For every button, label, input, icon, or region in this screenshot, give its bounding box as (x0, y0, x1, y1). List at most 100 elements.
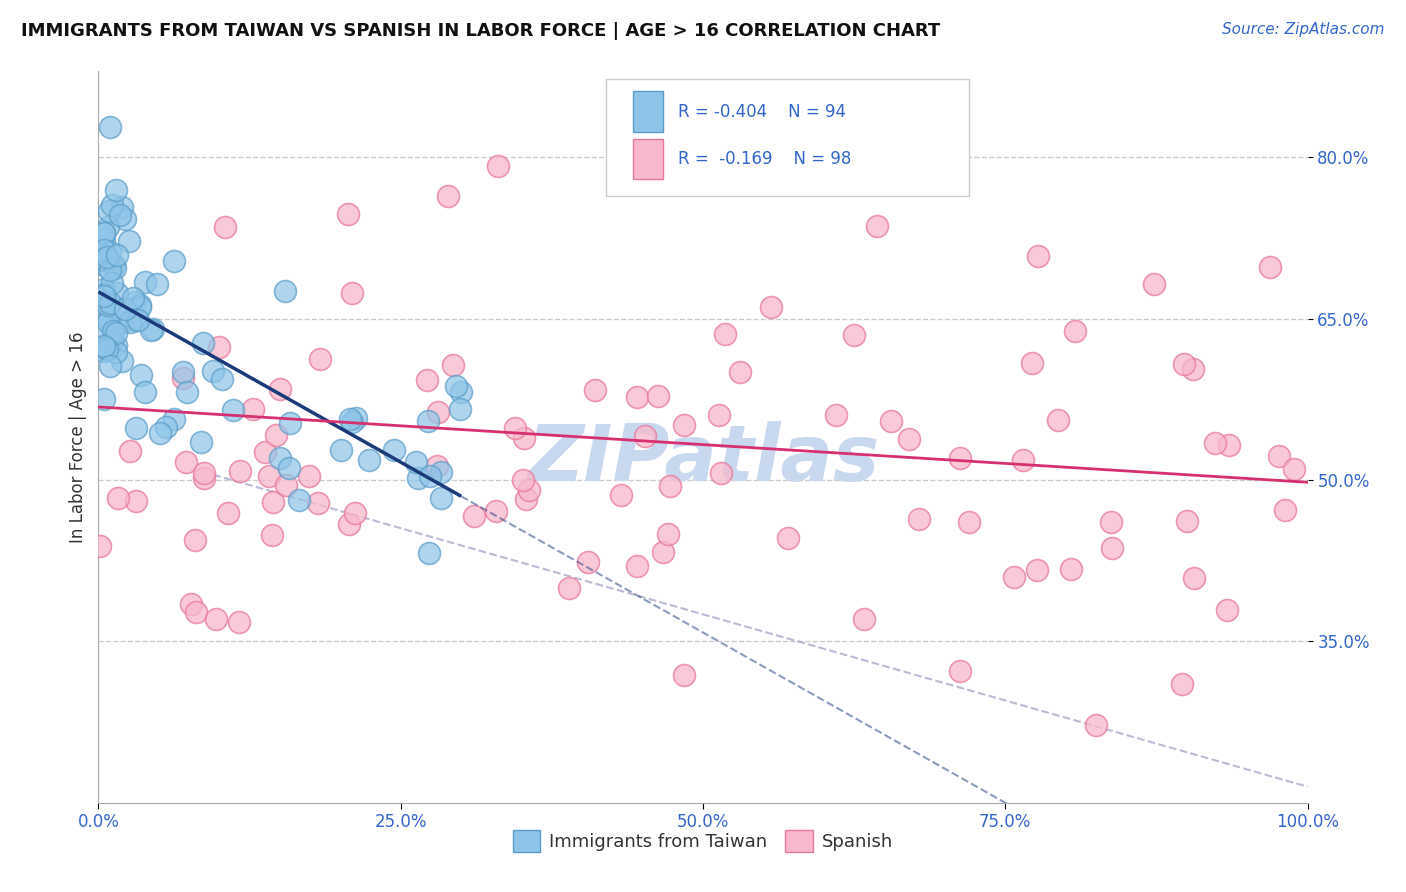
Point (339, 412, 361, 426)
Point (948, 450, 970, 465)
Point (714, 326, 737, 341)
Point (176, 385, 198, 400)
Point (93, 244, 115, 258)
Point (405, 455, 427, 469)
Point (139, 323, 162, 337)
Point (1004, 570, 1026, 584)
Point (190, 434, 212, 449)
Point (98, 359, 121, 373)
Point (436, 189, 458, 203)
Point (125, 421, 148, 435)
Point (426, 405, 449, 419)
Point (1021, 356, 1043, 370)
Bar (633, 139, 664, 179)
Point (269, 382, 291, 396)
Point (93, 282, 115, 296)
Point (269, 451, 291, 466)
Point (97, 203, 120, 218)
Point (98, 296, 121, 310)
Point (441, 358, 464, 372)
Point (122, 291, 145, 305)
Point (1284, 462, 1306, 476)
Point (709, 408, 731, 422)
Point (512, 474, 534, 488)
Point (852, 612, 875, 626)
Text: ZIPatlas: ZIPatlas (527, 421, 879, 497)
Point (879, 414, 901, 428)
Point (274, 478, 297, 492)
Point (111, 200, 134, 214)
Point (634, 429, 657, 443)
Point (513, 431, 536, 445)
Legend: Immigrants from Taiwan, Spanish: Immigrants from Taiwan, Spanish (506, 823, 900, 860)
Point (418, 546, 440, 560)
Point (1085, 718, 1108, 732)
Point (107, 491, 129, 505)
Point (626, 390, 648, 404)
Point (129, 298, 152, 312)
Point (503, 420, 526, 434)
Point (242, 402, 264, 417)
Point (609, 488, 631, 502)
Point (1204, 436, 1226, 450)
Point (96, 250, 118, 264)
Point (344, 411, 367, 425)
Point (382, 443, 405, 458)
Point (430, 465, 453, 479)
Point (93, 226, 115, 240)
Point (98, 245, 121, 260)
Point (759, 301, 782, 315)
Point (146, 277, 169, 292)
Point (142, 322, 165, 336)
Point (659, 479, 682, 493)
Point (449, 401, 471, 416)
Point (104, 261, 127, 276)
Point (949, 665, 972, 679)
Point (908, 512, 931, 526)
Point (842, 327, 865, 342)
Text: R = -0.404    N = 94: R = -0.404 N = 94 (678, 103, 845, 120)
Point (626, 559, 648, 574)
Point (217, 507, 239, 521)
Point (201, 364, 224, 378)
Text: Source: ZipAtlas.com: Source: ZipAtlas.com (1222, 22, 1385, 37)
Point (1046, 413, 1069, 427)
Point (406, 471, 429, 485)
Point (274, 284, 297, 298)
Point (657, 526, 679, 541)
Point (105, 285, 128, 300)
Point (1182, 571, 1205, 585)
Point (205, 611, 228, 625)
Point (93, 252, 115, 266)
Point (1060, 562, 1083, 576)
Point (1012, 452, 1035, 467)
Point (93, 232, 115, 246)
Point (278, 416, 301, 430)
Point (93, 252, 115, 267)
Point (172, 370, 194, 384)
Point (330, 442, 353, 457)
Point (1175, 515, 1198, 529)
Point (337, 516, 360, 531)
Point (444, 379, 467, 393)
Point (155, 419, 177, 434)
Point (673, 667, 696, 681)
Bar (633, 92, 664, 132)
Point (517, 483, 540, 497)
Point (576, 555, 599, 569)
Point (485, 504, 508, 518)
Point (673, 418, 696, 433)
Point (1181, 361, 1204, 376)
Point (105, 344, 128, 359)
Point (114, 212, 136, 227)
Point (957, 516, 980, 530)
Point (93, 289, 115, 303)
FancyBboxPatch shape (606, 78, 969, 195)
Point (426, 458, 449, 473)
Point (127, 313, 149, 327)
Point (1143, 277, 1166, 291)
Point (93, 296, 115, 310)
Point (129, 368, 152, 382)
Text: R =  -0.169    N = 98: R = -0.169 N = 98 (678, 150, 851, 168)
Point (583, 383, 606, 397)
